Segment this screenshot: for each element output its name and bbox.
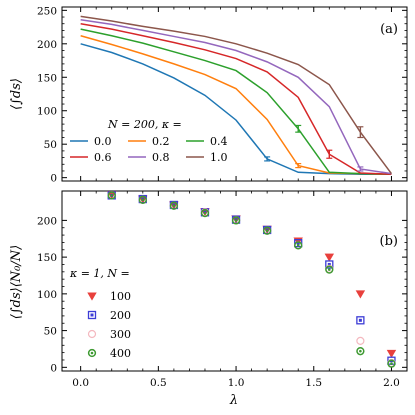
point-400-5-inner bbox=[265, 229, 269, 232]
point-100-9 bbox=[386, 349, 397, 358]
point-300-8 bbox=[356, 336, 365, 345]
point-400-6-inner bbox=[296, 244, 300, 247]
xtick-label-b-0: 0.0 bbox=[72, 377, 89, 389]
legend-marker-300 bbox=[87, 329, 97, 339]
panel-b-legend-title: κ = 1, N = bbox=[69, 267, 130, 280]
panel-b-frame bbox=[61, 190, 408, 372]
panel-b-xlabel: λ bbox=[229, 393, 238, 408]
xtick-label-b-1: 0.5 bbox=[150, 377, 167, 389]
point-400-1-inner bbox=[141, 198, 145, 202]
series-line-0.6 bbox=[80, 22, 392, 176]
point-400-8-inner bbox=[359, 349, 362, 353]
point-400-9 bbox=[387, 359, 396, 368]
legend-label-300: 300 bbox=[110, 328, 131, 341]
ytick-label-b-2: 100 bbox=[37, 289, 57, 301]
series-line-1.0 bbox=[80, 15, 393, 175]
legend-label-0.4: 0.4 bbox=[210, 135, 228, 148]
xtick-label-b-4: 2.0 bbox=[383, 377, 400, 389]
point-400-3 bbox=[200, 208, 210, 218]
point-400-4 bbox=[231, 216, 241, 225]
point-200-8-inner bbox=[358, 318, 362, 322]
ytick-label-b-0: 0 bbox=[50, 362, 57, 374]
ytick-label-b-4: 200 bbox=[37, 215, 57, 227]
point-400-9-inner bbox=[390, 362, 393, 365]
point-400-6 bbox=[294, 241, 303, 250]
ytick-label-a-5: 250 bbox=[37, 5, 57, 17]
legend-label-1.0: 1.0 bbox=[210, 151, 228, 164]
ytick-label-a-0: 0 bbox=[50, 173, 57, 185]
ytick-label-a-3: 150 bbox=[37, 72, 57, 84]
ytick-label-b-1: 50 bbox=[44, 326, 57, 338]
point-200-7 bbox=[325, 260, 334, 269]
legend-marker-400 bbox=[87, 348, 97, 358]
legend-marker-200 bbox=[87, 310, 97, 320]
point-100-8 bbox=[355, 290, 366, 299]
legend-label-0.6: 0.6 bbox=[94, 151, 112, 164]
point-200-7-inner bbox=[327, 262, 331, 266]
ytick-label-b-3: 150 bbox=[37, 252, 57, 264]
point-200-6-inner bbox=[296, 241, 300, 245]
point-400-2-inner bbox=[172, 204, 176, 207]
point-400-1 bbox=[138, 195, 147, 204]
point-100-7 bbox=[324, 253, 335, 262]
panel-a: 0 50 100 150 200 250 (a) ⟨∫ds⟩ N = 200, κ = 0… bbox=[9, 5, 408, 185]
point-400-8 bbox=[356, 347, 365, 356]
point-400-0 bbox=[107, 191, 116, 200]
panel-a-legend-title: N = 200, κ = bbox=[107, 118, 182, 131]
legend-marker-200-inner bbox=[90, 313, 94, 317]
point-400-2 bbox=[169, 201, 179, 210]
legend-label-100: 100 bbox=[110, 290, 131, 303]
panel-b-ylabel: ⟨∫ds⟩⟨N₀/N⟩ bbox=[9, 245, 24, 319]
panel-b-series bbox=[107, 191, 397, 368]
legend-label-0.0: 0.0 bbox=[94, 135, 112, 148]
legend-marker-400-inner bbox=[90, 351, 94, 355]
point-400-5 bbox=[262, 226, 272, 235]
ytick-label-a-1: 50 bbox=[44, 139, 57, 151]
panel-b-ticks: 0 50 100 150 200 0.0 0.5 1.0 1.5 2.0 bbox=[37, 191, 407, 389]
series-line-0.8 bbox=[80, 18, 392, 175]
legend-label-0.8: 0.8 bbox=[152, 151, 170, 164]
panel-a-frame bbox=[61, 6, 408, 182]
xtick-label-b-3: 1.5 bbox=[305, 377, 322, 389]
panel-a-ylabel: ⟨∫ds⟩ bbox=[9, 78, 24, 110]
point-400-0-inner bbox=[110, 194, 114, 197]
legend-marker-100 bbox=[87, 292, 97, 301]
ytick-label-a-2: 100 bbox=[37, 106, 57, 118]
series-line-0.4 bbox=[80, 28, 392, 176]
point-400-4-inner bbox=[234, 219, 238, 222]
panel-a-ticks: 0 50 100 150 200 250 bbox=[37, 5, 407, 185]
legend-label-0.2: 0.2 bbox=[152, 135, 170, 148]
series-line-0.2 bbox=[80, 35, 392, 176]
panel-b-legend: κ = 1, N = 100 200 300 400 bbox=[69, 267, 131, 360]
legend-label-200: 200 bbox=[110, 309, 131, 322]
panel-b: 0 50 100 150 200 0.0 0.5 1.0 1.5 2.0 (b) ⟨∫ds⟩⟨N₀… bbox=[9, 190, 408, 408]
xtick-label-b-2: 1.0 bbox=[228, 377, 245, 389]
point-400-3-inner bbox=[203, 211, 207, 215]
panel-a-label: (a) bbox=[380, 22, 398, 37]
panel-a-legend: N = 200, κ = 0.0 0.2 0.4 0.6 0.8 1.0 bbox=[70, 118, 228, 164]
point-400-7 bbox=[325, 265, 334, 274]
panel-a-series bbox=[80, 15, 393, 176]
point-200-8 bbox=[356, 316, 365, 325]
panel-b-label: (b) bbox=[380, 234, 398, 249]
ytick-label-a-4: 200 bbox=[37, 39, 57, 51]
legend-label-400: 400 bbox=[110, 347, 131, 360]
point-400-7-inner bbox=[327, 268, 331, 271]
